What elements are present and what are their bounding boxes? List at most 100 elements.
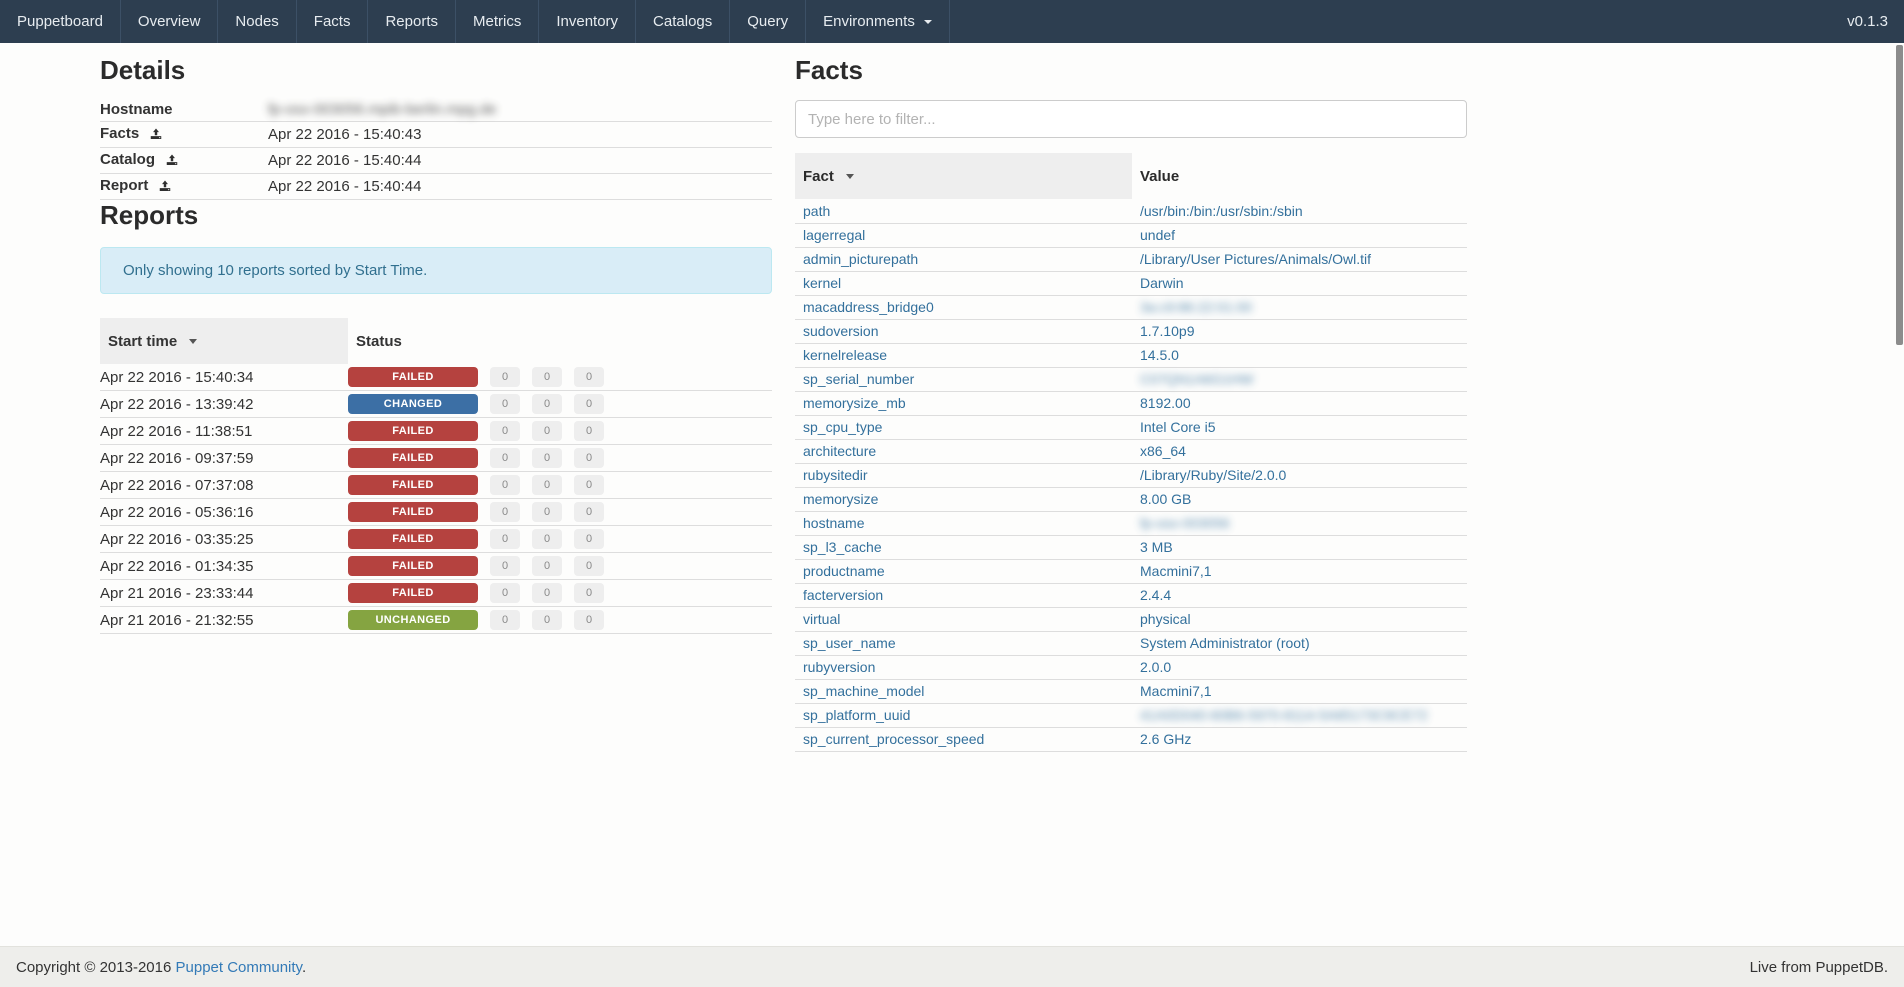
reports-notice: Only showing 10 reports sorted by Start … (100, 247, 772, 294)
fact-value-cell: 3a:c9:86:22:01:00 (1132, 295, 1467, 319)
fact-link[interactable]: virtual (803, 611, 840, 627)
nav-item-metrics[interactable]: Metrics (456, 0, 539, 43)
nav-item-nodes[interactable]: Nodes (218, 0, 296, 43)
report-row: Apr 21 2016 - 21:32:55UNCHANGED000 (100, 607, 772, 634)
fact-link[interactable]: rubyversion (803, 659, 875, 675)
fact-link[interactable]: memorysize_mb (803, 395, 906, 411)
column-header-fact[interactable]: Fact (795, 153, 1132, 199)
fact-link[interactable]: sp_serial_number (803, 371, 914, 387)
metric-count: 0 (574, 367, 604, 387)
status-badge: FAILED (348, 367, 478, 387)
nav-brand-puppetboard[interactable]: Puppetboard (0, 0, 121, 43)
fact-name-cell: sp_machine_model (795, 679, 1132, 703)
nav-item-query[interactable]: Query (730, 0, 806, 43)
fact-link[interactable]: productname (803, 563, 885, 579)
fact-link[interactable]: sp_machine_model (803, 683, 924, 699)
status-badge: CHANGED (348, 394, 478, 414)
metric-count: 0 (532, 556, 562, 576)
report-start-time: Apr 21 2016 - 21:32:55 (100, 607, 348, 634)
fact-value-cell: Macmini7,1 (1132, 679, 1467, 703)
navbar: Puppetboard OverviewNodesFactsReportsMet… (0, 0, 1904, 43)
metric-count: 0 (490, 556, 520, 576)
fact-value-cell: 3 MB (1132, 535, 1467, 559)
fact-value: Darwin (1140, 275, 1184, 291)
details-row: ReportApr 22 2016 - 15:40:44 (100, 174, 772, 200)
report-row: Apr 22 2016 - 07:37:08FAILED000 (100, 472, 772, 499)
fact-name-cell: memorysize_mb (795, 391, 1132, 415)
details-table: Hostnamefp-osx-003056.mpib-berlin.mpg.de… (100, 98, 772, 200)
nav-item-overview[interactable]: Overview (121, 0, 219, 43)
upload-icon (158, 178, 172, 196)
fact-link[interactable]: admin_picturepath (803, 251, 918, 267)
fact-name-cell: architecture (795, 439, 1132, 463)
nav-item-environments[interactable]: Environments (806, 0, 950, 43)
fact-value: 2.4.4 (1140, 587, 1171, 603)
nav-item-facts[interactable]: Facts (297, 0, 369, 43)
upload-icon (149, 126, 163, 144)
facts-filter-input[interactable] (795, 100, 1467, 138)
report-start-time: Apr 21 2016 - 23:33:44 (100, 580, 348, 607)
fact-link[interactable]: path (803, 203, 830, 219)
fact-name-cell: sudoversion (795, 319, 1132, 343)
metric-count: 0 (574, 448, 604, 468)
fact-link[interactable]: hostname (803, 515, 864, 531)
details-label: Catalog (100, 148, 268, 174)
footer-copyright-text: Copyright © 2013-2016 (16, 959, 176, 976)
fact-name-cell: sp_current_processor_speed (795, 727, 1132, 751)
nav-item-reports[interactable]: Reports (368, 0, 456, 43)
reports-table: Start time Status Apr 22 2016 - 15:40:34… (100, 318, 772, 634)
metric-count: 0 (532, 394, 562, 414)
fact-link[interactable]: memorysize (803, 491, 878, 507)
fact-link[interactable]: facterversion (803, 587, 883, 603)
fact-link[interactable]: sp_cpu_type (803, 419, 882, 435)
metric-count: 0 (532, 529, 562, 549)
fact-link[interactable]: rubysitedir (803, 467, 868, 483)
metric-count: 0 (574, 502, 604, 522)
fact-value: 1.7.10p9 (1140, 323, 1195, 339)
fact-name-cell: sp_cpu_type (795, 415, 1132, 439)
footer-status-text: Live from PuppetDB. (1750, 959, 1888, 976)
right-column: Facts Fact Value path/usr/bin:/bin:/usr/… (795, 55, 1467, 752)
fact-row: memorysize_mb8192.00 (795, 391, 1467, 415)
vertical-scrollbar-thumb[interactable] (1896, 45, 1903, 345)
fact-link[interactable]: lagerregal (803, 227, 865, 243)
status-badge: FAILED (348, 475, 478, 495)
puppet-community-link[interactable]: Puppet Community (176, 959, 302, 976)
footer: Copyright © 2013-2016 Puppet Community. … (0, 946, 1904, 987)
fact-link[interactable]: sp_l3_cache (803, 539, 882, 555)
report-status-row: CHANGED000 (348, 394, 772, 414)
report-status-row: FAILED000 (348, 529, 772, 549)
fact-link[interactable]: macaddress_bridge0 (803, 299, 934, 315)
nav-item-catalogs[interactable]: Catalogs (636, 0, 730, 43)
report-start-time: Apr 22 2016 - 11:38:51 (100, 418, 348, 445)
fact-value: System Administrator (root) (1140, 635, 1310, 651)
footer-copyright: Copyright © 2013-2016 Puppet Community. (16, 959, 306, 976)
metric-count: 0 (574, 529, 604, 549)
fact-link[interactable]: architecture (803, 443, 876, 459)
column-header-value: Value (1132, 153, 1467, 199)
metric-count: 0 (532, 610, 562, 630)
fact-link[interactable]: kernel (803, 275, 841, 291)
fact-value-cell: 8.00 GB (1132, 487, 1467, 511)
nav-item-inventory[interactable]: Inventory (539, 0, 636, 43)
status-badge: FAILED (348, 529, 478, 549)
fact-link[interactable]: sudoversion (803, 323, 879, 339)
fact-value: 14.5.0 (1140, 347, 1179, 363)
metric-count: 0 (532, 475, 562, 495)
fact-link[interactable]: sp_user_name (803, 635, 896, 651)
column-header-start-time[interactable]: Start time (100, 318, 348, 364)
fact-name-cell: kernelrelease (795, 343, 1132, 367)
fact-row: kernel Darwin (795, 271, 1467, 295)
fact-value-cell: 2.6 GHz (1132, 727, 1467, 751)
fact-link[interactable]: sp_platform_uuid (803, 707, 910, 723)
metric-count: 0 (532, 367, 562, 387)
fact-value: /Library/User Pictures/Animals/Owl.tif (1140, 251, 1371, 267)
fact-link[interactable]: sp_current_processor_speed (803, 731, 984, 747)
fact-row: virtualphysical (795, 607, 1467, 631)
status-badge: FAILED (348, 502, 478, 522)
report-row: Apr 22 2016 - 11:38:51FAILED000 (100, 418, 772, 445)
column-header-label: Fact (803, 168, 834, 185)
nav-item-label: Environments (823, 13, 915, 30)
fact-link[interactable]: kernelrelease (803, 347, 887, 363)
report-row: Apr 21 2016 - 23:33:44FAILED000 (100, 580, 772, 607)
